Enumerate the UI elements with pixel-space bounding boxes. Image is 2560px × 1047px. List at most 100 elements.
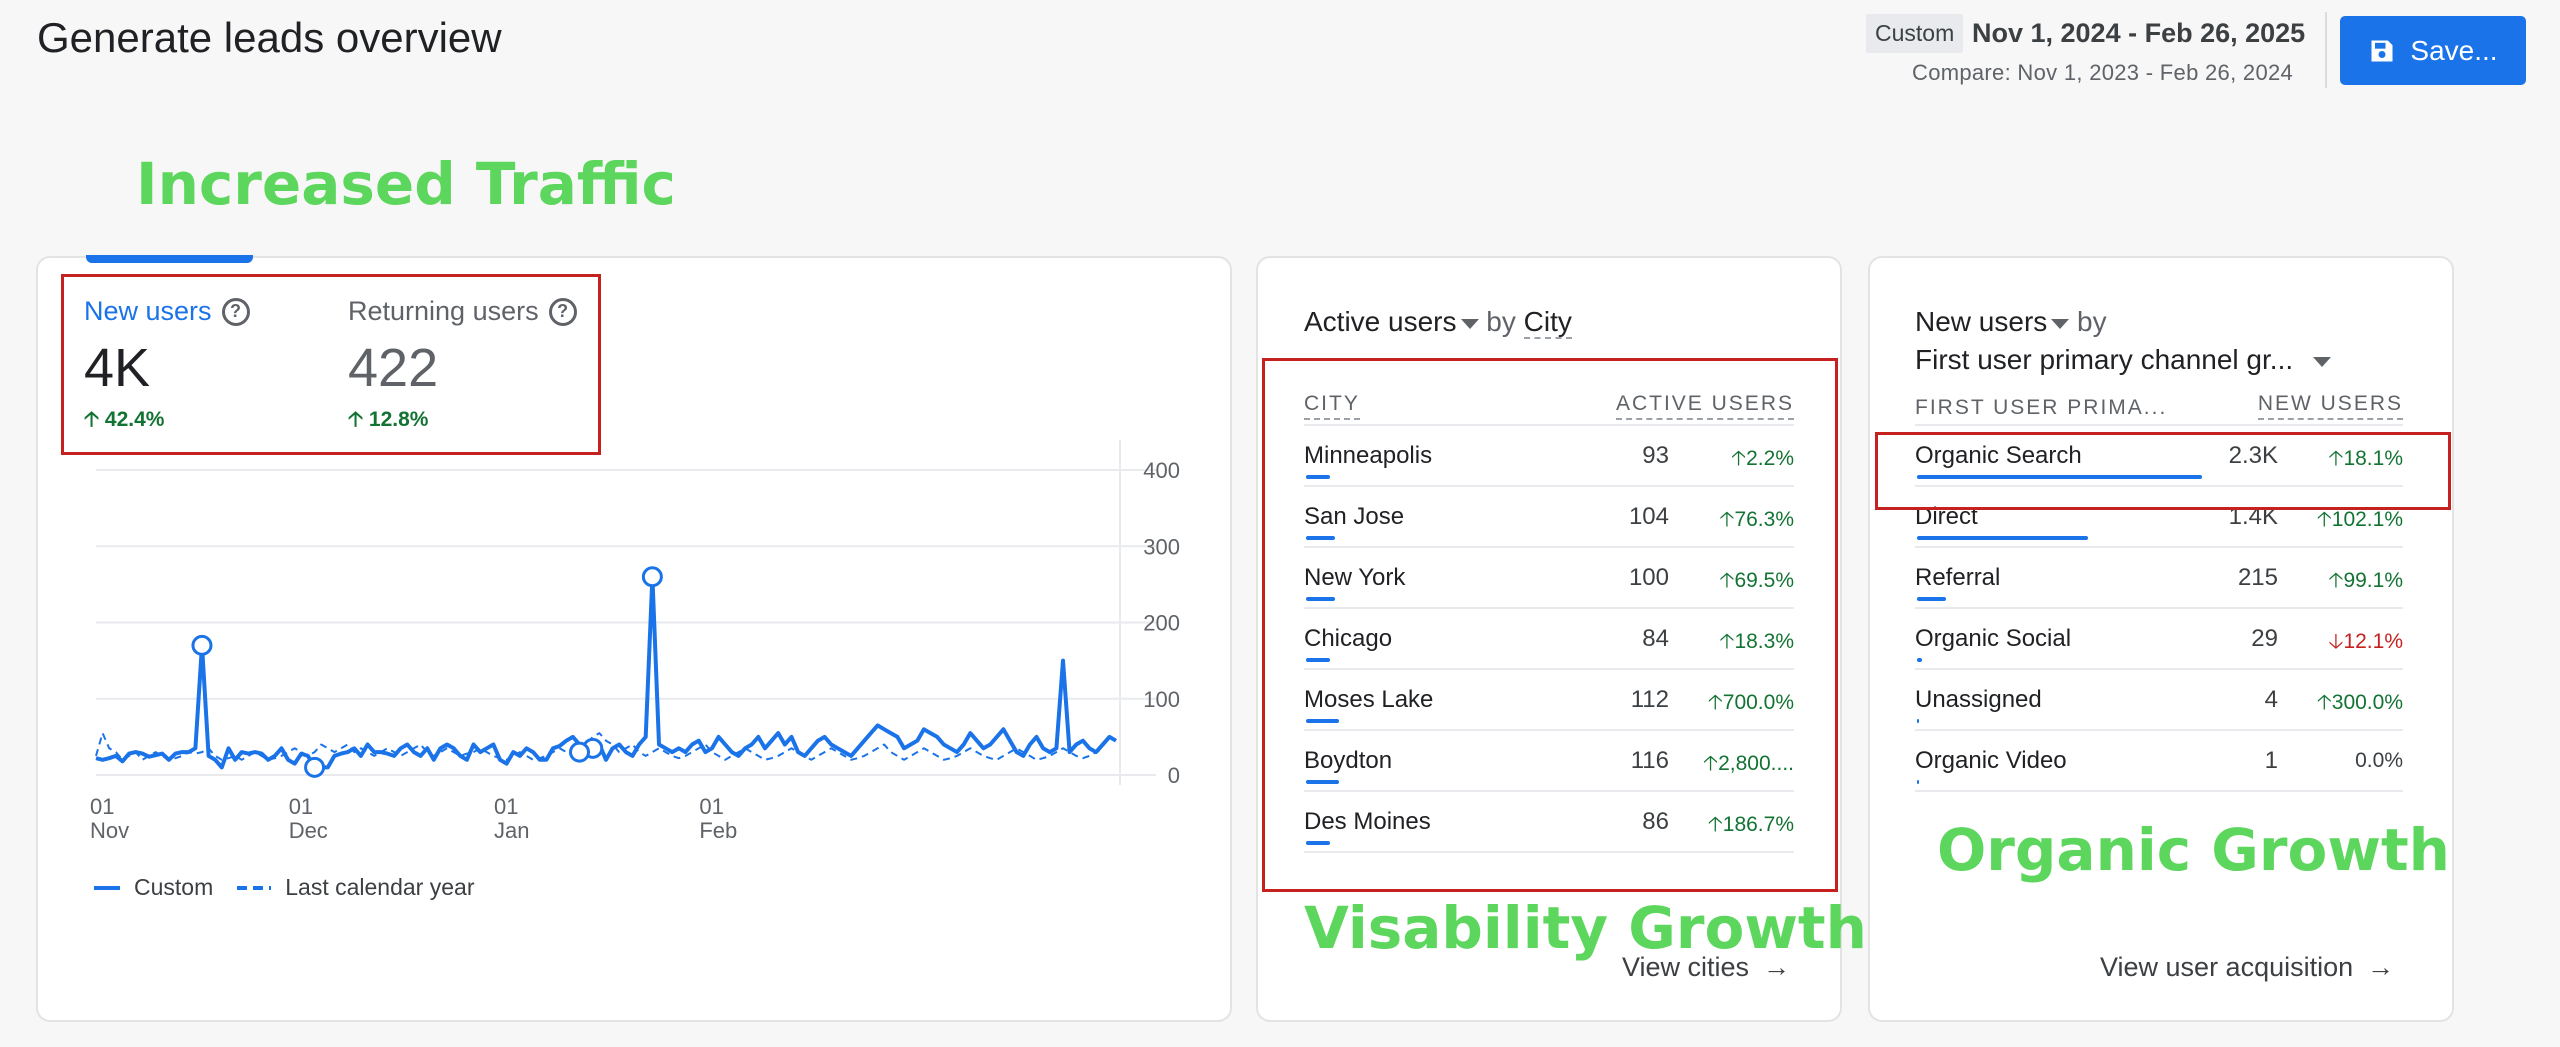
up-arrow-icon: 🡡 (1719, 569, 1735, 592)
row-delta-value: 186.7% (1722, 813, 1794, 836)
row-share-bar (1306, 780, 1339, 784)
up-arrow-icon: 🡡 (2316, 508, 2332, 531)
up-arrow-icon: 🡡 (84, 408, 100, 431)
view-user-acquisition-link[interactable]: View user acquisition → (2100, 952, 2394, 983)
row-value: 215 (2237, 564, 2278, 591)
channel-dimension-label: First user primary channel gr... (1915, 344, 2294, 375)
row-name: Organic Search (1915, 442, 2082, 469)
row-share-bar (1917, 658, 1922, 662)
row-divider (1304, 851, 1794, 853)
row-share-bar (1306, 841, 1330, 845)
y-tick-label: 400 (1143, 458, 1180, 483)
city-table: CITY ACTIVE USERS Minneapolis 93 🡡2.2% San … (1304, 390, 1794, 853)
highlight-box-organic-search (1875, 432, 2451, 510)
row-share-bar (1306, 475, 1330, 479)
dropdown-caret-icon (1460, 318, 1479, 329)
row-name: San Jose (1304, 503, 1405, 530)
dropdown-caret-icon (2051, 318, 2070, 329)
row-name: Moses Lake (1304, 686, 1434, 713)
highlight-box-cities (1262, 358, 1838, 892)
row-delta: 🡡18.3% (1719, 627, 1794, 662)
date-range[interactable]: Nov 1, 2024 - Feb 26, 2025 (1972, 18, 2306, 48)
col-header-channel[interactable]: FIRST USER PRIMA... (1915, 396, 2168, 419)
row-value: 100 (1628, 564, 1669, 591)
row-delta: 🡡69.5% (1719, 566, 1794, 601)
save-button-label: Save... (2410, 34, 2498, 66)
new-users-label: New users (84, 296, 212, 326)
row-delta: 🡡300.0% (2317, 688, 2403, 723)
row-value: 2.3K (2228, 442, 2278, 469)
row-name: Boydton (1304, 747, 1393, 774)
legend-last-year: Last calendar year (285, 874, 475, 900)
table-row[interactable]: Chicago 84 🡡18.3% (1304, 609, 1794, 668)
row-delta-value: 18.3% (1734, 630, 1794, 653)
row-delta-value: 18.1% (2343, 447, 2403, 470)
row-divider (1304, 607, 1794, 609)
row-value: 4 (2264, 686, 2278, 713)
y-tick-label: 100 (1143, 687, 1180, 712)
row-divider (1915, 729, 2403, 731)
channel-dimension-selector[interactable]: First user primary channel gr... (1915, 344, 2331, 376)
table-row[interactable]: Organic Search 2.3K 🡡18.1% (1915, 426, 2403, 485)
up-arrow-icon: 🡡 (2328, 447, 2344, 470)
save-button[interactable]: Save... (2340, 16, 2526, 85)
view-cities-label: View cities (1622, 952, 1750, 982)
view-cities-link[interactable]: View cities → (1622, 952, 1790, 983)
annotation-organic-growth: Organic Growth (1937, 816, 2450, 884)
row-delta-value: 12.1% (2343, 630, 2403, 653)
city-dimension-selector[interactable]: City (1523, 306, 1572, 339)
up-arrow-icon: 🡡 (2316, 691, 2332, 714)
channel-metric-selector[interactable]: New users (1915, 306, 2070, 337)
table-row[interactable]: Organic Social 29 🡣12.1% (1915, 609, 2403, 668)
up-arrow-icon: 🡡 (2328, 569, 2344, 592)
row-delta: 🡡18.1% (2328, 444, 2403, 479)
row-value: 86 (1642, 808, 1669, 835)
row-delta: 🡣12.1% (2328, 627, 2403, 662)
row-name: Unassigned (1915, 686, 2042, 713)
up-arrow-icon: 🡡 (1731, 447, 1747, 470)
dashed-line-legend-icon (237, 885, 272, 890)
new-users-delta: 42.4% (104, 408, 165, 431)
row-share-bar (1917, 780, 1919, 784)
city-card-title: Active users by City (1304, 306, 1572, 339)
row-share-bar (1306, 597, 1335, 601)
table-row[interactable]: Boydton 116 🡡2,800.... (1304, 731, 1794, 790)
annotation-visibility-growth: Visability Growth (1304, 894, 1867, 962)
help-icon[interactable]: ? (221, 297, 250, 326)
row-value: 112 (1630, 686, 1669, 713)
row-value: 116 (1630, 747, 1669, 774)
returning-users-metric[interactable]: Returning users ? 422 🡡 12.8% (348, 296, 577, 440)
table-row[interactable]: San Jose 104 🡡76.3% (1304, 487, 1794, 546)
row-name: New York (1304, 564, 1406, 591)
col-header-new-users[interactable]: NEW USERS (2257, 392, 2403, 420)
up-arrow-icon: 🡡 (348, 408, 364, 431)
row-delta: 0.0% (2355, 749, 2403, 773)
new-users-metric[interactable]: New users ? 4K 🡡 42.4% (84, 296, 250, 440)
table-row[interactable]: Moses Lake 112 🡡700.0% (1304, 670, 1794, 729)
x-tick-day: 01 (90, 794, 114, 819)
row-divider (1304, 668, 1794, 670)
row-name: Chicago (1304, 625, 1393, 652)
col-header-active-users[interactable]: ACTIVE USERS (1615, 392, 1794, 420)
channel-card (1868, 256, 2454, 1022)
table-row[interactable]: Referral 215 🡡99.1% (1915, 548, 2403, 607)
x-tick-month: Jan (494, 818, 529, 843)
channel-card-title: New users by (1915, 306, 2107, 338)
city-metric-selector[interactable]: Active users (1304, 306, 1479, 337)
table-row[interactable]: Unassigned 4 🡡300.0% (1915, 670, 2403, 729)
city-by: by (1486, 306, 1516, 337)
table-row[interactable]: Des Moines 86 🡡186.7% (1304, 792, 1794, 851)
row-delta-value: 2,800.... (1718, 752, 1794, 775)
row-name: Referral (1915, 564, 2001, 591)
table-row[interactable]: Minneapolis 93 🡡2.2% (1304, 426, 1794, 485)
table-row[interactable]: New York 100 🡡69.5% (1304, 548, 1794, 607)
table-row[interactable]: Organic Video 1 0.0% (1915, 731, 2403, 790)
help-icon[interactable]: ? (548, 297, 577, 326)
row-share-bar (1917, 475, 2202, 479)
series-line-custom (95, 574, 1117, 770)
returning-users-label: Returning users (348, 296, 539, 326)
y-tick-label: 300 (1143, 534, 1180, 559)
col-header-city[interactable]: CITY (1304, 392, 1360, 420)
chart-legend: Custom Last calendar year (94, 874, 474, 901)
row-delta-value: 300.0% (2331, 691, 2403, 714)
